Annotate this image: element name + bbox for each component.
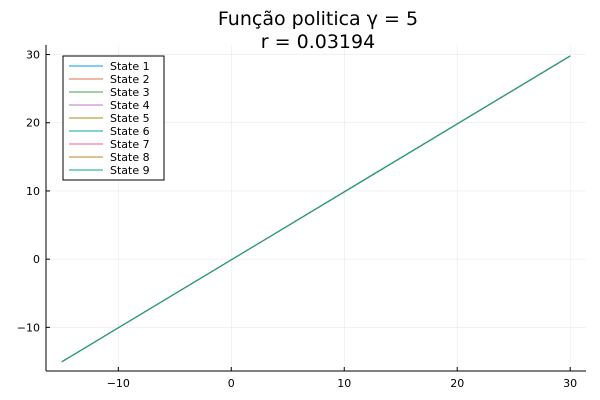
y-tick-label: 10 [26, 185, 40, 198]
grid [46, 45, 586, 371]
legend-label: State 2 [110, 73, 150, 86]
series-lines [61, 55, 571, 363]
series-line-state-9 [61, 55, 571, 363]
axes: −10 0 10 20 30 −10 0 10 20 30 [17, 45, 586, 390]
x-tick-label: −10 [107, 377, 130, 390]
y-tick-label: −10 [17, 321, 40, 334]
legend-label: State 7 [110, 138, 150, 151]
legend-label: State 1 [110, 60, 150, 73]
chart-subtitle: r = 0.03194 [261, 31, 375, 53]
y-tick-label: 20 [26, 117, 40, 130]
y-tick-label: 0 [33, 253, 40, 266]
x-tick-label: 20 [450, 377, 464, 390]
legend-label: State 4 [110, 99, 150, 112]
legend-label: State 3 [110, 86, 150, 99]
x-tick-label: 30 [563, 377, 577, 390]
y-tick-label: 30 [26, 49, 40, 62]
x-tick-label: 10 [337, 377, 351, 390]
legend-label: State 8 [110, 151, 150, 164]
x-tick-label: 0 [228, 377, 235, 390]
chart-title: Função politica γ = 5 [218, 8, 418, 30]
legend-label: State 6 [110, 125, 150, 138]
legend-label: State 9 [110, 164, 150, 177]
legend-label: State 5 [110, 112, 150, 125]
